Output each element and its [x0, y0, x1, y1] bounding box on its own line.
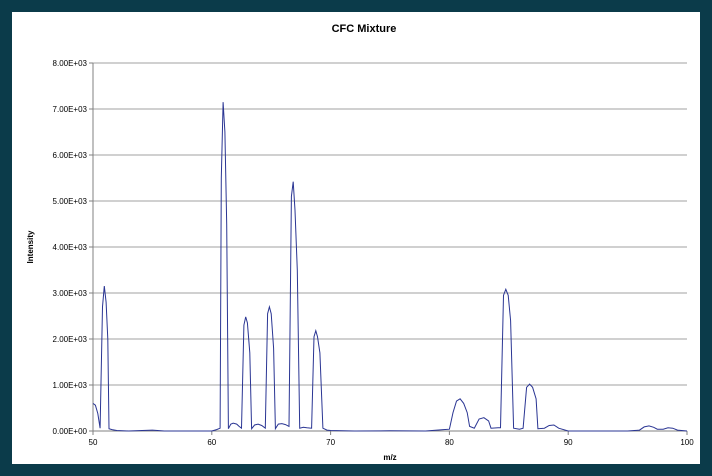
y-tick-labels: 0.00E+00 1.00E+03 2.00E+03 3.00E+03 4.00E+03…	[53, 59, 88, 436]
y-tick-label: 1.00E+03	[53, 381, 88, 390]
x-tick-label: 100	[680, 438, 694, 447]
y-tick-label: 5.00E+03	[53, 197, 88, 206]
y-tick-label: 0.00E+00	[53, 427, 88, 436]
y-tick-label: 2.00E+03	[53, 335, 88, 344]
chart-frame: CFC Mixture 0.00E+00 1.00E+03 2.00E+03 3.00…	[12, 12, 700, 464]
x-tick-label: 50	[89, 438, 98, 447]
x-tick-labels: 50 60 70 80 90 100	[89, 438, 695, 447]
y-tick-label: 7.00E+03	[53, 105, 88, 114]
chart-svg: CFC Mixture 0.00E+00 1.00E+03 2.00E+03 3.00…	[26, 23, 695, 462]
series-line-1	[92, 102, 688, 432]
y-tick-label: 6.00E+03	[53, 151, 88, 160]
x-axis-label: m/z	[383, 453, 396, 462]
gridlines	[89, 62, 688, 435]
y-tick-label: 8.00E+03	[53, 59, 88, 68]
chart-title: CFC Mixture	[332, 23, 397, 35]
x-tick-label: 80	[445, 438, 454, 447]
y-tick-label: 3.00E+03	[53, 289, 88, 298]
y-tick-label: 4.00E+03	[53, 243, 88, 252]
y-axis-label: Intensity	[26, 230, 35, 263]
x-tick-label: 60	[207, 438, 216, 447]
x-tick-label: 90	[564, 438, 573, 447]
x-tick-label: 70	[326, 438, 335, 447]
series-layer	[92, 102, 688, 432]
